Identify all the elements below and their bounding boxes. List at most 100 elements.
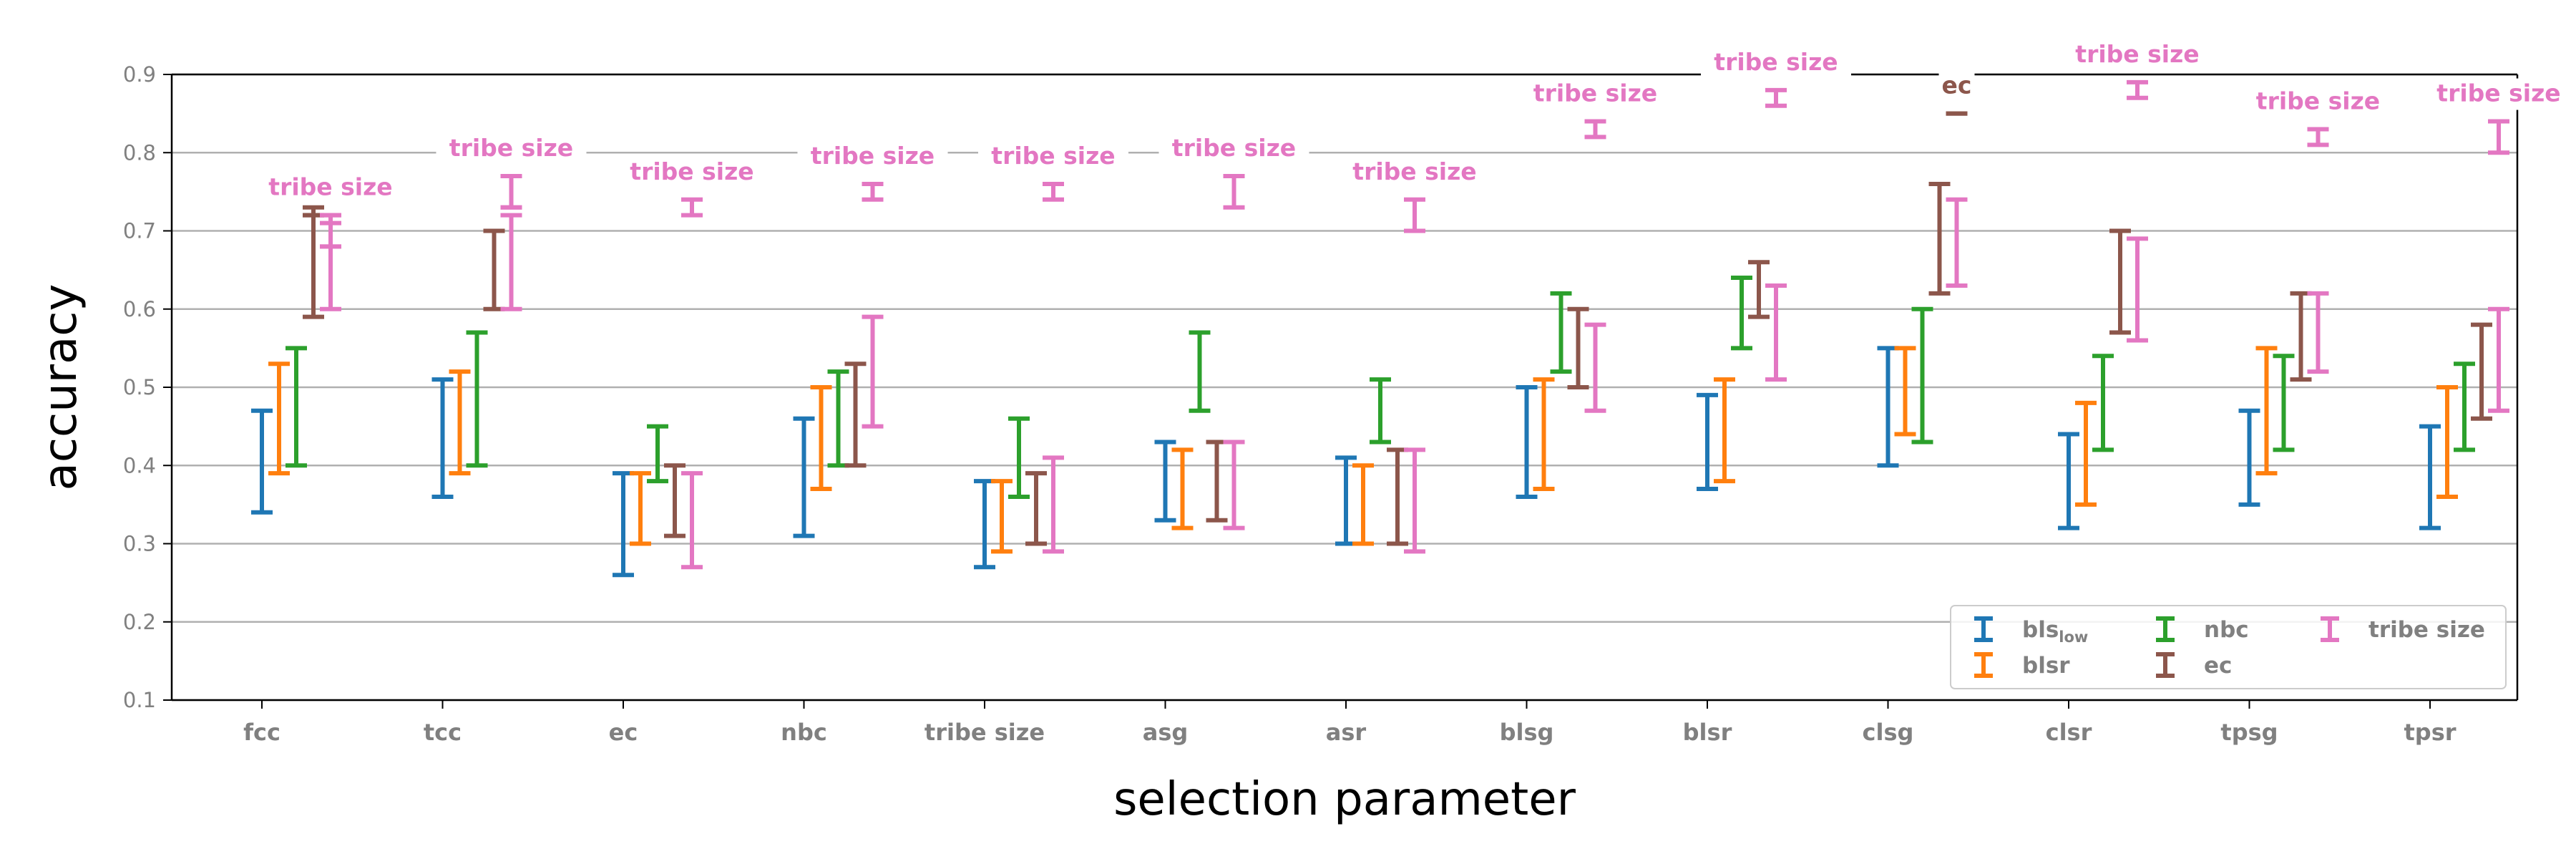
top-label-background — [978, 140, 1128, 173]
top-label-background — [255, 172, 406, 204]
top-label-clsg: ec — [1942, 72, 1972, 100]
errorbar-bls-nbc — [793, 416, 815, 538]
plot-frame — [170, 73, 2519, 702]
top-label-background — [1340, 156, 1490, 188]
top-label-background — [2062, 39, 2212, 71]
top-marker-fcc — [320, 213, 341, 249]
errorbar-bls-tpsr — [2419, 424, 2441, 530]
top-label-background — [1520, 78, 1671, 110]
errorbar-bls-asr — [1335, 455, 1357, 546]
errorbar-tribe-size-ec — [681, 471, 703, 570]
legend-label: ec — [2204, 653, 2232, 679]
errorbar-nbc-blsr — [1731, 276, 1752, 351]
errorbar-tribe-size-nbc — [862, 314, 884, 429]
best-parameter-markers: tribe size tribe size tribe size tribe size… — [255, 39, 2574, 249]
top-marker-clsr — [2127, 79, 2148, 100]
errorbar-nbc-tpsg — [2273, 354, 2295, 452]
errorbar-tribe-size-tpsg — [2307, 291, 2329, 374]
legend-label: blsr — [2022, 653, 2070, 679]
top-label-blsr: tribe size — [1714, 48, 1838, 76]
errorbar-ec-asr — [1387, 447, 1408, 546]
top-marker-tpsg — [2307, 127, 2329, 147]
top-label-ec: tribe size — [630, 157, 753, 185]
errorbar-nbc-blsg — [1550, 291, 1572, 374]
y-tick-label: 0.6 — [123, 297, 156, 321]
top-label-tcc: tribe size — [449, 134, 573, 162]
errorbar-nbc-clsg — [1911, 306, 1933, 445]
errorbar-blsr-asg — [1171, 447, 1194, 530]
y-axis-title: accuracy — [34, 284, 87, 491]
top-label-background — [797, 140, 948, 173]
errorbar-ec-tpsg — [2290, 291, 2312, 382]
top-label-background — [2243, 86, 2394, 118]
legend-box — [1950, 605, 2507, 689]
y-tick-label: 0.2 — [123, 610, 156, 634]
top-label-background — [2424, 78, 2574, 110]
top-label-asr: tribe size — [1352, 157, 1476, 185]
legend-label: tribe size — [2368, 617, 2485, 643]
errorbar-blsr-tribe-size — [991, 479, 1013, 554]
top-label-background — [617, 156, 767, 188]
errorbar-nbc-tribe-size — [1008, 416, 1030, 499]
error-bars — [251, 174, 2509, 578]
x-tick-label-blsg: blsg — [1500, 719, 1554, 746]
errorbar-ec-blsg — [1567, 306, 1589, 389]
errorbar-nbc-tcc — [466, 330, 488, 468]
legend-label: nbc — [2204, 617, 2249, 643]
errorbar-nbc-asr — [1370, 377, 1391, 445]
legend-item-blsr: blsr — [1974, 652, 2070, 679]
errorbar-ec-clsg — [1928, 181, 1951, 296]
errorbar-blsr-tpsr — [2436, 385, 2458, 499]
y-tick-label: 0.9 — [123, 62, 156, 87]
errorbar-bls-tpsg — [2238, 408, 2260, 507]
errorbar-ec-tcc — [483, 228, 505, 311]
top-label-nbc: tribe size — [811, 142, 935, 170]
errorbar-blsr-fcc — [268, 361, 290, 476]
errorbar-ec-tpsr — [2471, 322, 2492, 421]
legend-item-tribe-size: tribe size — [2321, 616, 2485, 643]
top-label-fcc: tribe size — [268, 173, 392, 201]
legend-item-ec: ec — [2156, 652, 2232, 679]
x-tick-label-asg: asg — [1143, 719, 1189, 746]
top-label-blsg: tribe size — [1533, 79, 1657, 107]
errorbar-tribe-size-asg — [1223, 440, 1245, 530]
errorbar-blsr-tcc — [449, 369, 471, 476]
x-tick-label-asr: asr — [1326, 719, 1367, 746]
errorbar-tribe-size-blsr — [1765, 283, 1787, 382]
errorbar-blsr-clsr — [2075, 400, 2097, 507]
errorbar-nbc-fcc — [286, 346, 307, 468]
x-tick-label-nbc: nbc — [781, 719, 827, 746]
top-label-tpsg: tribe size — [2256, 87, 2380, 115]
errorbar-tribe-size-tpsr — [2488, 306, 2509, 413]
errorbar-bls-tribe-size — [974, 479, 995, 570]
y-tick-label: 0.5 — [123, 375, 156, 399]
errorbar-blsr-blsg — [1533, 377, 1555, 492]
errorbar-ec-tribe-size — [1025, 471, 1047, 546]
top-label-background — [1938, 70, 1975, 102]
x-tick-label-tribe-size: tribe size — [924, 719, 1045, 746]
y-tick-label: 0.8 — [123, 140, 156, 165]
errorbar-bls-tcc — [431, 377, 454, 499]
errorbar-nbc-clsr — [2092, 354, 2114, 452]
errorbar-tribe-size-tcc — [500, 213, 522, 311]
errorbar-bls-clsg — [1877, 346, 1899, 468]
x-tick-label-clsg: clsg — [1863, 719, 1914, 746]
y-tick-label: 0.1 — [123, 688, 156, 712]
errorbar-nbc-ec — [647, 424, 668, 484]
x-axis-title: selection parameter — [1113, 773, 1576, 826]
errorbar-blsr-ec — [630, 471, 651, 546]
top-marker-ec — [681, 197, 703, 218]
errorbar-bls-asg — [1154, 440, 1176, 523]
top-label-background — [436, 133, 587, 165]
errorbar-bls-blsr — [1697, 392, 1718, 492]
errorbar-bls-fcc — [251, 408, 273, 515]
errorbar-ec-ec — [664, 463, 686, 538]
errorbar-ec-fcc — [303, 205, 324, 319]
top-label-background — [1158, 133, 1309, 165]
x-tick-label-tpsr: tpsr — [2404, 719, 2456, 746]
top-label-tpsr: tribe size — [2436, 79, 2560, 107]
top-label-asg: tribe size — [1172, 134, 1296, 162]
errorbar-bls-ec — [613, 471, 634, 578]
